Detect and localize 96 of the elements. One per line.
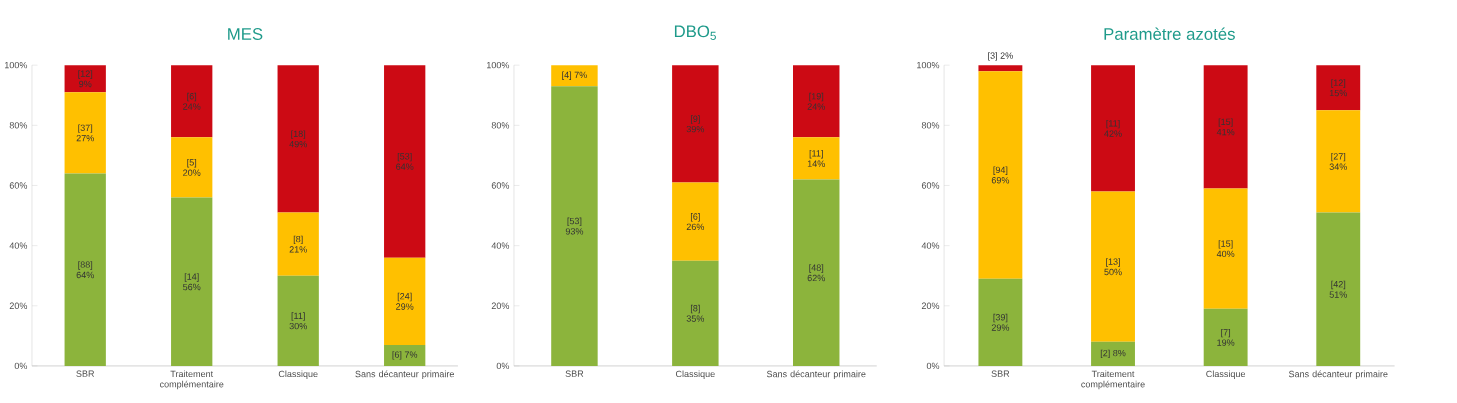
y-tick-label: 80% bbox=[9, 122, 28, 129]
bar bbox=[793, 137, 840, 180]
bar bbox=[171, 65, 213, 138]
data-label: [8] 35% bbox=[686, 304, 705, 322]
bar bbox=[1316, 65, 1361, 111]
y-tick-label: 20% bbox=[491, 302, 510, 310]
data-label: [24] 29% bbox=[396, 292, 414, 310]
data-label: [12] 9% bbox=[78, 70, 93, 88]
y-tick-label: 40% bbox=[921, 242, 940, 249]
bar bbox=[277, 275, 319, 367]
bar bbox=[793, 179, 840, 367]
data-label: [4] 7% bbox=[562, 71, 587, 81]
y-tick-label: 60% bbox=[921, 182, 940, 189]
y-tick-label: 60% bbox=[9, 182, 28, 189]
bar bbox=[171, 197, 213, 367]
y-tick-label: 40% bbox=[9, 242, 28, 249]
data-label: [9] 39% bbox=[686, 115, 705, 133]
data-label: [15] 40% bbox=[1216, 240, 1235, 258]
bar bbox=[1091, 342, 1135, 367]
data-label: [15] 41% bbox=[1216, 118, 1235, 136]
y-tick-label: 100% bbox=[4, 62, 28, 69]
y-tick-label: 60% bbox=[491, 182, 510, 189]
x-tick-label: Traitement complémentaire bbox=[1081, 370, 1145, 390]
bar bbox=[551, 86, 598, 367]
data-label: [18] 49% bbox=[289, 130, 307, 148]
chart-title: Paramètre azotés bbox=[1104, 27, 1235, 41]
data-label: [19] 24% bbox=[807, 92, 825, 110]
bar bbox=[64, 65, 106, 93]
bar bbox=[384, 65, 426, 258]
y-tick-label: 0% bbox=[926, 362, 940, 370]
data-label: [3] 2% bbox=[988, 52, 1013, 61]
y-tick-label: 0% bbox=[14, 362, 28, 370]
data-label: [6] 7% bbox=[392, 351, 418, 360]
chart-title: DBO$_{5}$ bbox=[674, 25, 716, 41]
data-label: [94] 69% bbox=[991, 166, 1010, 184]
bar bbox=[1091, 191, 1135, 343]
bar bbox=[171, 137, 213, 198]
y-tick-label: 100% bbox=[917, 62, 940, 69]
data-label: [27] 34% bbox=[1329, 153, 1347, 171]
bar bbox=[978, 71, 1023, 279]
y-tick-label: 100% bbox=[487, 62, 510, 69]
x-tick-label: Traitement complémentaire bbox=[159, 370, 224, 390]
bar bbox=[978, 65, 1023, 72]
bar bbox=[793, 65, 840, 138]
bar bbox=[1203, 188, 1248, 309]
data-label: [6] 26% bbox=[686, 213, 705, 231]
bar bbox=[1316, 212, 1361, 367]
data-label: [42] 51% bbox=[1329, 280, 1347, 298]
data-label: [13] 50% bbox=[1104, 258, 1122, 276]
bar bbox=[1203, 65, 1248, 189]
x-tick-label: SBR bbox=[565, 370, 584, 378]
bar bbox=[1203, 308, 1248, 367]
bar bbox=[672, 182, 719, 261]
x-tick-label: SBR bbox=[76, 370, 95, 378]
y-tick-label: 80% bbox=[491, 122, 510, 129]
bar bbox=[64, 92, 106, 174]
data-label: [53] 93% bbox=[565, 217, 584, 235]
data-label: [48] 62% bbox=[807, 264, 825, 282]
x-tick-label: SBR bbox=[991, 370, 1010, 378]
data-label: [12] 15% bbox=[1329, 79, 1347, 97]
bar bbox=[672, 65, 719, 183]
bar bbox=[277, 212, 319, 276]
bar bbox=[1091, 65, 1135, 192]
data-label: [7] 19% bbox=[1217, 329, 1235, 346]
bar bbox=[551, 65, 598, 87]
bar bbox=[978, 278, 1023, 367]
chart-title: MES bbox=[228, 28, 263, 41]
data-label: [39] 29% bbox=[991, 313, 1010, 331]
y-tick-label: 80% bbox=[921, 122, 940, 129]
y-tick-label: 20% bbox=[9, 302, 28, 310]
data-label: [14] 56% bbox=[183, 273, 201, 291]
y-tick-label: 40% bbox=[491, 242, 510, 249]
x-tick-label: Classique bbox=[675, 370, 715, 380]
bar bbox=[384, 257, 426, 346]
x-tick-label: Sans décanteur primaire bbox=[1288, 370, 1388, 380]
bar bbox=[277, 65, 319, 213]
data-label: [2] 8% bbox=[1100, 349, 1126, 359]
bar bbox=[672, 260, 719, 367]
x-tick-label: Classique bbox=[1206, 370, 1246, 380]
bar bbox=[1316, 110, 1361, 213]
bar bbox=[384, 345, 426, 367]
y-tick-label: 20% bbox=[921, 302, 940, 310]
data-label: [11] 30% bbox=[289, 312, 307, 330]
data-label: [8] 21% bbox=[289, 235, 307, 253]
bar bbox=[64, 173, 106, 367]
y-tick-label: 0% bbox=[496, 362, 510, 370]
x-tick-label: Sans décanteur primaire bbox=[766, 370, 866, 380]
data-label: [11] 14% bbox=[807, 150, 825, 168]
data-label: [6] 24% bbox=[183, 92, 201, 110]
data-label: [11] 42% bbox=[1104, 120, 1122, 137]
data-label: [37] 27% bbox=[76, 124, 94, 142]
data-label: [53] 64% bbox=[396, 153, 414, 171]
data-label: [5] 20% bbox=[183, 159, 201, 177]
x-tick-label: Classique bbox=[278, 370, 318, 380]
x-tick-label: Sans décanteur primaire bbox=[355, 370, 454, 380]
data-label: [88] 64% bbox=[76, 261, 94, 279]
